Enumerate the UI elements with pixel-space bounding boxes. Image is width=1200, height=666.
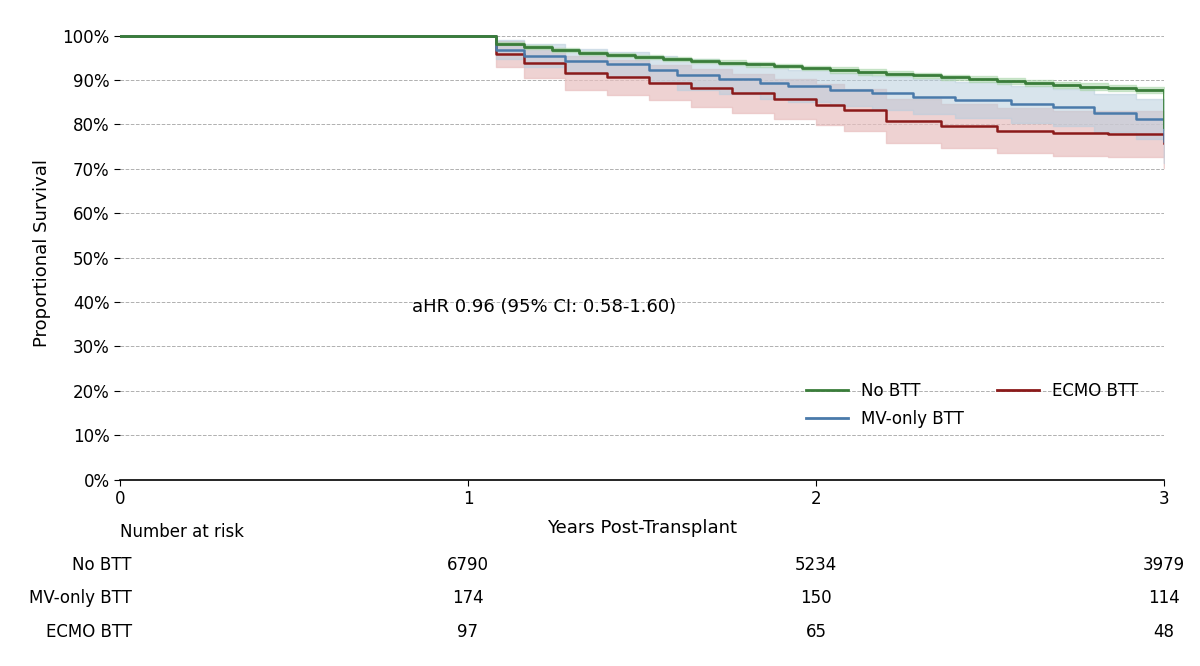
Y-axis label: Proportional Survival: Proportional Survival [34, 159, 52, 347]
Text: aHR 0.96 (95% CI: 0.58-1.60): aHR 0.96 (95% CI: 0.58-1.60) [413, 298, 677, 316]
Text: Number at risk: Number at risk [120, 523, 244, 541]
Text: 3979: 3979 [1142, 556, 1186, 574]
Text: 174: 174 [452, 589, 484, 607]
Legend: No BTT, MV-only BTT, ECMO BTT: No BTT, MV-only BTT, ECMO BTT [799, 376, 1145, 435]
Text: 150: 150 [800, 589, 832, 607]
Text: 97: 97 [457, 623, 479, 641]
Text: 6790: 6790 [446, 556, 490, 574]
Text: MV-only BTT: MV-only BTT [29, 589, 132, 607]
Text: No BTT: No BTT [72, 556, 132, 574]
Text: 114: 114 [1148, 589, 1180, 607]
X-axis label: Years Post-Transplant: Years Post-Transplant [547, 519, 737, 537]
Text: 5234: 5234 [794, 556, 838, 574]
Text: 48: 48 [1153, 623, 1175, 641]
Text: 65: 65 [805, 623, 827, 641]
Text: ECMO BTT: ECMO BTT [46, 623, 132, 641]
